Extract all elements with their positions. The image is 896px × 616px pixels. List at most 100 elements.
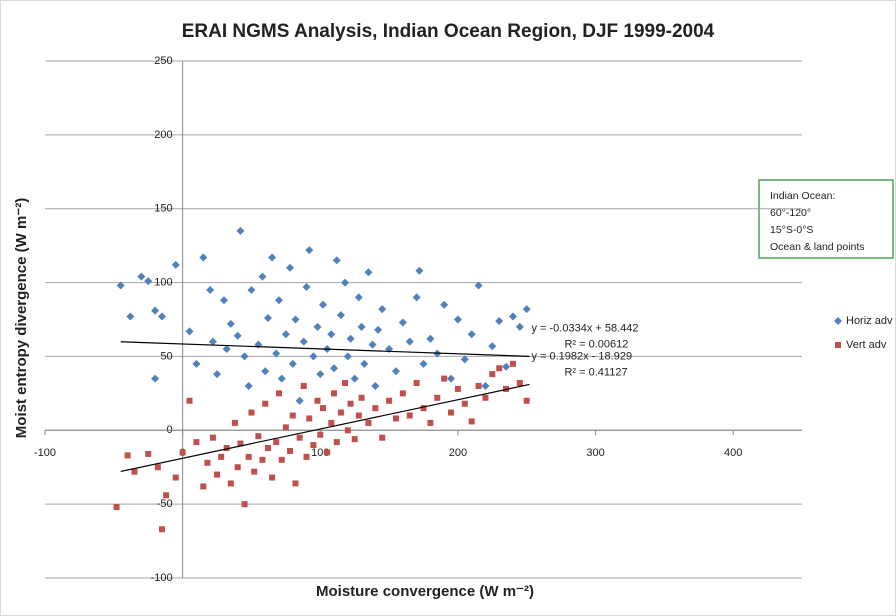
point [365, 419, 372, 426]
point [302, 283, 311, 292]
point [337, 409, 344, 416]
point [292, 480, 299, 487]
point [240, 352, 249, 361]
point [269, 474, 276, 481]
trendline-r2: R² = 0.00612 [564, 338, 628, 350]
point [124, 452, 131, 459]
point [489, 371, 496, 378]
x-tick-label: 200 [449, 447, 467, 459]
point [468, 418, 475, 425]
point [317, 431, 324, 438]
trendline [120, 383, 530, 473]
point [333, 439, 340, 446]
point [412, 293, 421, 302]
point [481, 381, 490, 390]
point [523, 397, 530, 404]
point [131, 468, 138, 475]
point [398, 318, 407, 327]
point [204, 459, 211, 466]
point [209, 434, 216, 441]
point [447, 374, 456, 383]
point [291, 315, 300, 324]
point [145, 450, 152, 457]
point [399, 390, 406, 397]
point [282, 424, 289, 431]
point [193, 439, 200, 446]
point [273, 439, 280, 446]
point [392, 415, 399, 422]
point [151, 374, 160, 383]
point [151, 306, 160, 315]
point [475, 382, 482, 389]
point [515, 322, 524, 331]
point [502, 362, 511, 371]
point [262, 400, 269, 407]
point [154, 464, 161, 471]
point [126, 312, 135, 321]
trendline-equation: y = 0.1982x - 18.929 [531, 350, 632, 362]
y-tick-label: -50 [157, 498, 173, 510]
point [448, 409, 455, 416]
legend-label: Horiz adv [846, 315, 893, 327]
point [251, 468, 258, 475]
point [259, 456, 266, 463]
point [324, 449, 331, 456]
point [219, 296, 228, 305]
point [328, 419, 335, 426]
note-line: 60°-120° [770, 207, 811, 219]
trendline-equation: y = -0.0334x + 58.442 [531, 322, 638, 334]
point [268, 253, 277, 262]
y-tick-label: 50 [160, 350, 172, 362]
point [258, 272, 267, 281]
point [364, 268, 373, 277]
point [341, 278, 350, 287]
point [357, 322, 366, 331]
point [288, 359, 297, 368]
point [467, 330, 476, 339]
point [171, 260, 180, 269]
point [116, 281, 125, 290]
point [244, 381, 253, 390]
point [461, 400, 468, 407]
point [305, 246, 314, 255]
note-line: Indian Ocean: [770, 190, 835, 202]
point [371, 381, 380, 390]
note-box [758, 179, 894, 259]
point [303, 453, 310, 460]
point [255, 433, 262, 440]
point [405, 337, 414, 346]
point [113, 504, 120, 511]
x-tick-label: -100 [34, 447, 56, 459]
point [351, 436, 358, 443]
point [274, 296, 283, 305]
point [281, 330, 290, 339]
point [158, 526, 165, 533]
trendline-r2: R² = 0.41127 [564, 366, 627, 378]
point [261, 367, 270, 376]
point [454, 385, 461, 392]
point [374, 325, 383, 334]
x-axis-title: Moisture convergence (W m⁻²) [316, 583, 534, 600]
point [278, 456, 285, 463]
point [275, 390, 282, 397]
point [426, 334, 435, 343]
point [343, 352, 352, 361]
point [309, 352, 318, 361]
point [236, 226, 245, 235]
point [509, 360, 516, 367]
point [264, 445, 271, 452]
point [495, 316, 504, 325]
point [488, 342, 497, 351]
point [223, 445, 230, 452]
legend-marker [834, 317, 842, 325]
point [482, 394, 489, 401]
point [413, 380, 420, 387]
point [391, 367, 400, 376]
point [213, 370, 222, 379]
y-tick-label: 250 [154, 55, 172, 67]
point [222, 345, 231, 354]
point [310, 442, 317, 449]
point [346, 334, 355, 343]
point [214, 471, 221, 478]
